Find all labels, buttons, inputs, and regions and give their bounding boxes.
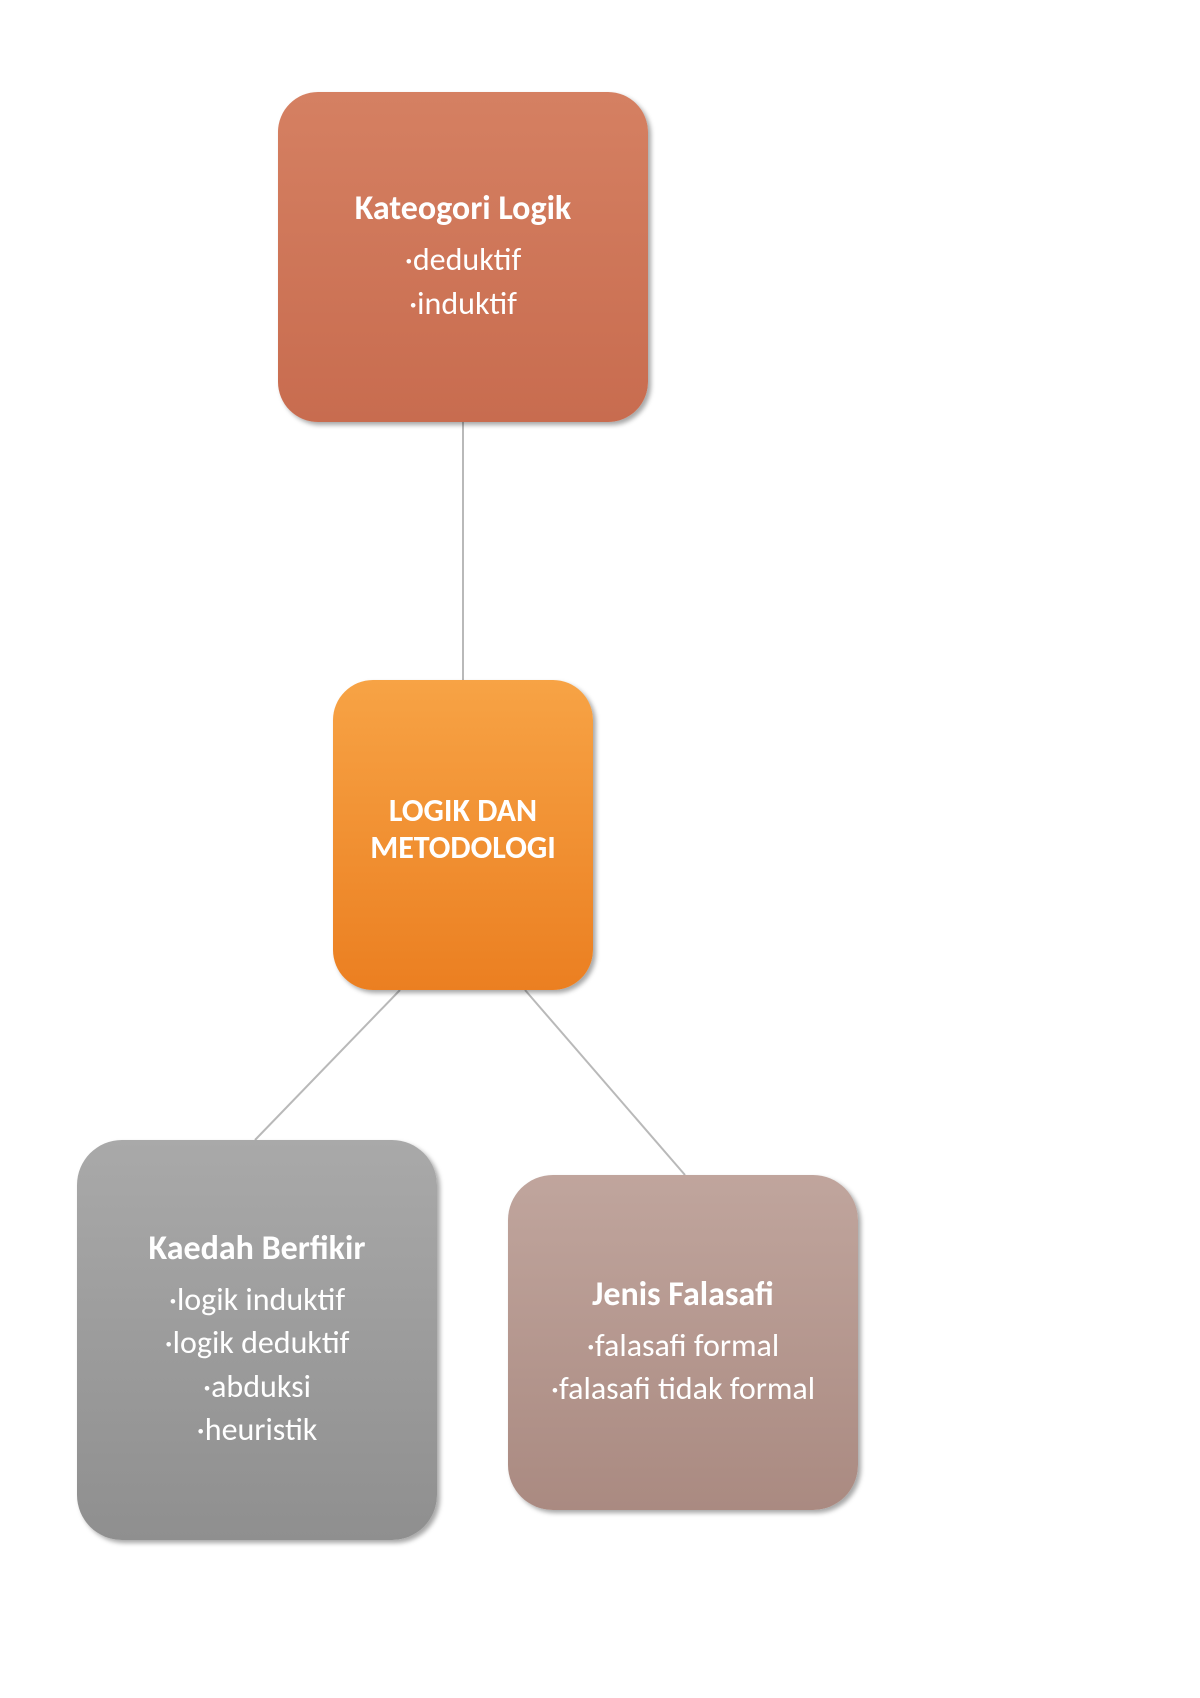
node-title: Kateogori Logik (355, 189, 572, 228)
node-item: ·heuristik (197, 1408, 318, 1451)
node-item: ·falasafi tidak formal (551, 1367, 815, 1410)
node-title: LOGIK DAN METODOLOGI (353, 793, 573, 867)
edge-center-bottomright (525, 990, 685, 1175)
node-title: Kaedah Berfikir (149, 1229, 366, 1268)
node-logik-dan-metodologi: LOGIK DAN METODOLOGI (333, 680, 593, 990)
node-kategori-logik: Kateogori Logik ·deduktif ·induktif (278, 92, 648, 422)
node-item: ·logik induktif (169, 1278, 345, 1321)
node-title: Jenis Falasafi (592, 1275, 774, 1314)
node-item: ·induktif (409, 282, 517, 325)
node-jenis-falasafi: Jenis Falasafi ·falasafi formal ·falasaf… (508, 1175, 858, 1510)
node-item: ·logik deduktif (165, 1321, 350, 1364)
node-item: ·falasafi formal (587, 1324, 779, 1367)
diagram-canvas: Kateogori Logik ·deduktif ·induktif LOGI… (0, 0, 1200, 1698)
node-kaedah-berfikir: Kaedah Berfikir ·logik induktif ·logik d… (77, 1140, 437, 1540)
node-item: ·abduksi (203, 1365, 311, 1408)
edge-center-bottomleft (255, 990, 400, 1140)
node-item: ·deduktif (405, 238, 521, 281)
